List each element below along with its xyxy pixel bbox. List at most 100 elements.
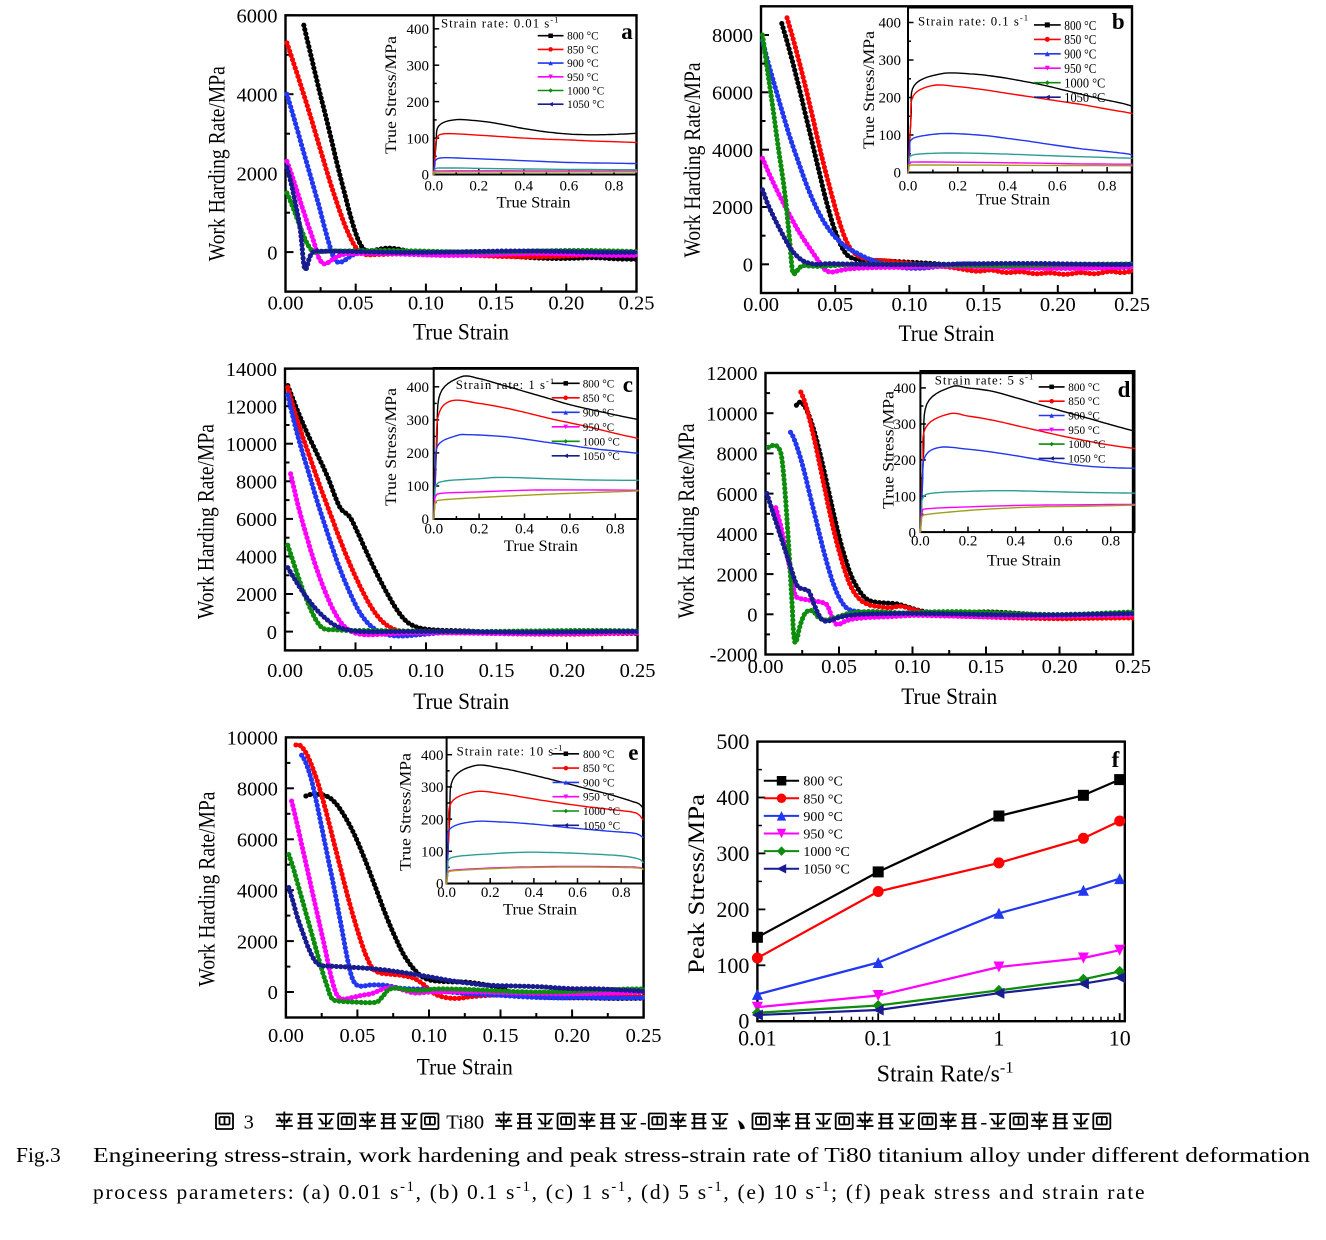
svg-text:12000: 12000 xyxy=(706,363,757,385)
svg-text:8000: 8000 xyxy=(712,25,753,47)
svg-text:200: 200 xyxy=(407,95,430,111)
svg-text:200: 200 xyxy=(407,446,430,462)
svg-text:2000: 2000 xyxy=(236,584,277,606)
svg-text:850 °C: 850 °C xyxy=(583,393,615,405)
svg-text:0.8: 0.8 xyxy=(606,522,625,538)
svg-text:0.20: 0.20 xyxy=(1040,294,1076,316)
svg-text:Engineering stress-strain, wor: Engineering stress-strain, work hardenin… xyxy=(93,1143,1310,1167)
svg-text:14000: 14000 xyxy=(226,359,277,381)
svg-text:0.6: 0.6 xyxy=(561,522,580,538)
svg-text:800 °C: 800 °C xyxy=(567,31,599,43)
svg-text:True Stress/MPa: True Stress/MPa xyxy=(381,388,400,506)
svg-text:100: 100 xyxy=(716,953,749,978)
svg-text:f: f xyxy=(1112,747,1120,772)
svg-text:Work Harding Rate/MPa: Work Harding Rate/MPa xyxy=(674,424,699,619)
svg-text:c: c xyxy=(623,372,633,397)
svg-text:400: 400 xyxy=(716,785,749,810)
svg-text:10000: 10000 xyxy=(227,728,278,750)
svg-text:800 °C: 800 °C xyxy=(1068,382,1100,394)
svg-text:0: 0 xyxy=(422,168,430,184)
svg-text:1050 °C: 1050 °C xyxy=(1068,453,1105,465)
svg-text:True Strain: True Strain xyxy=(976,190,1050,209)
svg-text:1050 °C: 1050 °C xyxy=(803,863,849,878)
svg-text:0.2: 0.2 xyxy=(469,179,488,195)
svg-text:True Strain: True Strain xyxy=(987,551,1061,570)
svg-text:0.1: 0.1 xyxy=(864,1026,892,1051)
svg-text:0.4: 0.4 xyxy=(525,885,544,901)
svg-text:6000: 6000 xyxy=(712,83,753,105)
svg-text:0.4: 0.4 xyxy=(998,179,1017,195)
svg-text:900 °C: 900 °C xyxy=(803,810,842,825)
svg-text:100: 100 xyxy=(879,128,902,144)
svg-text:0: 0 xyxy=(909,525,917,541)
svg-text:0.00: 0.00 xyxy=(267,660,303,682)
svg-text:300: 300 xyxy=(894,417,917,433)
svg-text:950 °C: 950 °C xyxy=(583,422,615,434)
svg-text:0.4: 0.4 xyxy=(514,179,533,195)
svg-text:950 °C: 950 °C xyxy=(803,828,842,843)
svg-text:True Stress/MPa: True Stress/MPa xyxy=(396,753,415,871)
svg-text:-: - xyxy=(980,1112,987,1134)
svg-text:100: 100 xyxy=(894,489,917,505)
svg-text:950 °C: 950 °C xyxy=(567,72,599,84)
svg-text:2000: 2000 xyxy=(712,197,753,219)
svg-text:True Strain: True Strain xyxy=(901,684,997,709)
svg-text:3: 3 xyxy=(244,1112,254,1134)
svg-text:8000: 8000 xyxy=(237,779,278,801)
svg-text:Ti80: Ti80 xyxy=(446,1112,484,1134)
svg-text:0.8: 0.8 xyxy=(1098,179,1117,195)
svg-text:0.00: 0.00 xyxy=(748,656,784,678)
svg-text:800 °C: 800 °C xyxy=(1064,18,1096,33)
svg-text:6000: 6000 xyxy=(237,6,278,28)
svg-text:-: - xyxy=(640,1112,647,1134)
svg-text:True Stress/MPa: True Stress/MPa xyxy=(859,31,878,149)
svg-text:0.25: 0.25 xyxy=(1115,656,1151,678)
svg-text:0: 0 xyxy=(738,1009,749,1034)
svg-text:300: 300 xyxy=(716,841,749,866)
svg-text:0.05: 0.05 xyxy=(821,656,857,678)
svg-text:Strain Rate/s-1: Strain Rate/s-1 xyxy=(877,1057,1014,1087)
svg-text:True Stress/MPa: True Stress/MPa xyxy=(878,391,897,509)
svg-text:6000: 6000 xyxy=(717,484,758,506)
svg-text:950 °C: 950 °C xyxy=(1064,61,1096,76)
svg-text:1000 °C: 1000 °C xyxy=(583,806,620,818)
svg-text:1050 °C: 1050 °C xyxy=(583,820,620,832)
svg-text:0.0: 0.0 xyxy=(437,885,456,901)
svg-text:0.6: 0.6 xyxy=(1054,534,1073,550)
svg-text:10000: 10000 xyxy=(706,403,757,425)
svg-text:0.2: 0.2 xyxy=(481,885,500,901)
svg-text:8000: 8000 xyxy=(717,444,758,466)
svg-text:0.2: 0.2 xyxy=(948,179,967,195)
svg-text:b: b xyxy=(1112,9,1125,34)
svg-text:Fig.3: Fig.3 xyxy=(16,1143,61,1167)
svg-text:0.15: 0.15 xyxy=(966,294,1002,316)
svg-text:850 °C: 850 °C xyxy=(1068,396,1100,408)
svg-text:4000: 4000 xyxy=(237,880,278,902)
svg-text:True Stress/MPa: True Stress/MPa xyxy=(381,36,400,154)
svg-text:4000: 4000 xyxy=(712,140,753,162)
svg-text:2000: 2000 xyxy=(237,931,278,953)
svg-text:0.6: 0.6 xyxy=(568,885,587,901)
svg-text:800 °C: 800 °C xyxy=(803,775,842,790)
svg-text:Work Harding Rate/MPa: Work Harding Rate/MPa xyxy=(194,792,219,987)
svg-text:0.05: 0.05 xyxy=(339,1025,375,1047)
svg-text:0.01: 0.01 xyxy=(738,1026,777,1051)
svg-text:0.4: 0.4 xyxy=(515,522,534,538)
svg-text:8000: 8000 xyxy=(236,472,277,494)
svg-text:10: 10 xyxy=(1109,1026,1131,1051)
svg-text:0.10: 0.10 xyxy=(408,660,444,682)
svg-text:2000: 2000 xyxy=(237,163,278,185)
svg-text:1000 °C: 1000 °C xyxy=(1064,76,1105,91)
svg-text:0.10: 0.10 xyxy=(411,1025,447,1047)
svg-text:850 °C: 850 °C xyxy=(567,44,599,56)
svg-text:100: 100 xyxy=(407,479,430,495)
svg-text:6000: 6000 xyxy=(237,830,278,852)
svg-text:0.20: 0.20 xyxy=(1042,656,1078,678)
svg-text:12000: 12000 xyxy=(226,396,277,418)
svg-text:400: 400 xyxy=(407,22,430,38)
svg-text:100: 100 xyxy=(421,845,444,861)
svg-text:1050 °C: 1050 °C xyxy=(1064,90,1105,105)
svg-text:True Strain: True Strain xyxy=(413,320,509,345)
svg-text:900 °C: 900 °C xyxy=(1064,47,1096,62)
svg-text:6000: 6000 xyxy=(236,509,277,531)
